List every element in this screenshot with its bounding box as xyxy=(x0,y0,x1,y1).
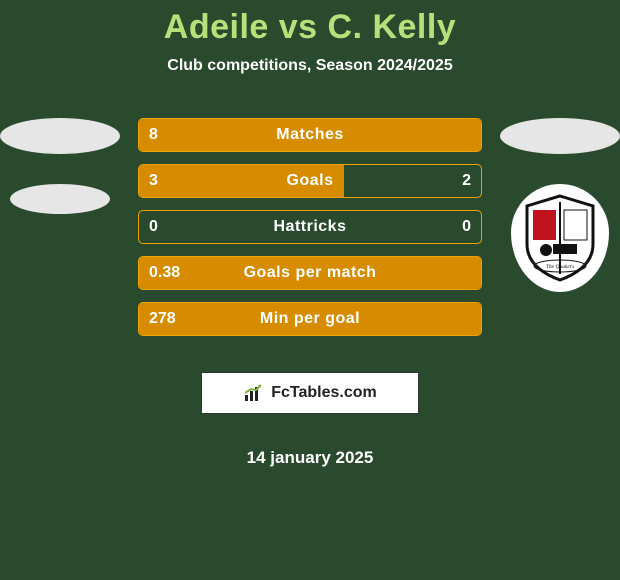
stat-bar: 0.38 Goals per match xyxy=(138,256,482,290)
stat-bar: 8 Matches xyxy=(138,118,482,152)
player-right-column: The Quakers xyxy=(500,118,620,292)
player-left-column xyxy=(0,118,120,214)
page-subtitle: Club competitions, Season 2024/2025 xyxy=(0,57,620,75)
svg-text:The Quakers: The Quakers xyxy=(546,264,574,270)
player-right-club-badge: The Quakers xyxy=(511,184,609,292)
stat-bar: 278 Min per goal xyxy=(138,302,482,336)
stat-bar: 3 Goals 2 xyxy=(138,164,482,198)
brand-text: FcTables.com xyxy=(271,384,377,402)
stat-label: Matches xyxy=(139,126,481,144)
brand-logo[interactable]: FcTables.com xyxy=(201,372,419,414)
player-left-avatar-placeholder xyxy=(0,118,120,154)
stat-label: Goals xyxy=(139,172,481,190)
stat-bars: 8 Matches 3 Goals 2 0 Hattricks 0 0.38 G… xyxy=(138,118,482,468)
player-right-avatar-placeholder xyxy=(500,118,620,154)
player-left-club-placeholder xyxy=(10,184,110,214)
stat-label: Hattricks xyxy=(139,218,481,236)
bar-chart-icon xyxy=(243,383,265,403)
club-crest-icon: The Quakers xyxy=(521,194,599,282)
page-title: Adeile vs C. Kelly xyxy=(0,8,620,47)
stat-bar: 0 Hattricks 0 xyxy=(138,210,482,244)
stat-value-right: 2 xyxy=(462,172,471,190)
snapshot-date: 14 january 2025 xyxy=(138,448,482,468)
stat-value-right: 0 xyxy=(462,218,471,236)
stat-label: Goals per match xyxy=(139,264,481,282)
stat-label: Min per goal xyxy=(139,310,481,328)
comparison-card: Adeile vs C. Kelly Club competitions, Se… xyxy=(0,0,620,580)
